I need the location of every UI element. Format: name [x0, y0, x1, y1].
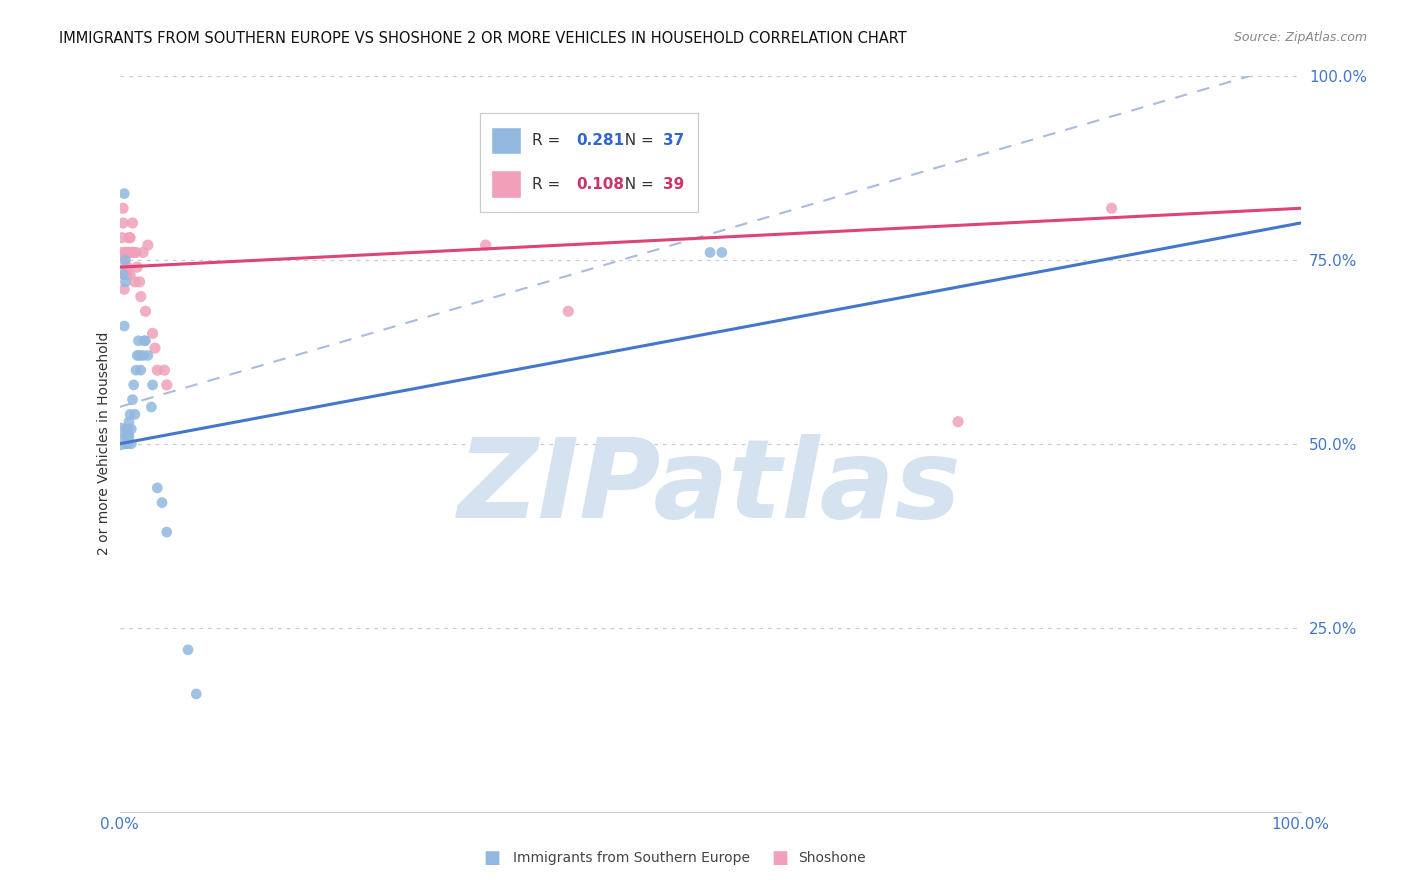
Point [124, 407, 146, 421]
Text: ■: ■ [772, 849, 789, 867]
Point [1101, 202, 1123, 216]
Point [112, 202, 135, 216]
Point [122, 245, 145, 260]
Point [110, 245, 132, 260]
Point [153, 363, 176, 377]
Point [125, 245, 148, 260]
Point [132, 245, 155, 260]
Point [112, 186, 135, 201]
Point [112, 268, 135, 282]
Point [122, 378, 145, 392]
Point [121, 216, 143, 230]
Point [474, 238, 496, 252]
Point [699, 245, 721, 260]
Point [128, 275, 150, 289]
Point [108, 429, 131, 443]
Point [129, 363, 152, 377]
Point [121, 392, 143, 407]
Point [112, 282, 135, 296]
Point [124, 275, 146, 289]
Point [117, 260, 139, 275]
Point [111, 230, 134, 244]
Point [127, 348, 149, 362]
Point [117, 422, 139, 436]
Point [112, 268, 135, 282]
Point [114, 260, 136, 275]
Point [146, 481, 169, 495]
Point [142, 326, 165, 341]
Point [156, 524, 179, 539]
Point [127, 334, 149, 348]
Point [114, 275, 136, 289]
Point [125, 363, 148, 377]
Point [141, 400, 163, 414]
Point [120, 230, 142, 244]
Point [120, 245, 142, 260]
Point [134, 334, 156, 348]
Point [115, 436, 138, 450]
Point [115, 268, 138, 282]
Point [143, 341, 166, 355]
Point [120, 407, 142, 421]
Point [115, 245, 138, 260]
Point [114, 245, 136, 260]
Point [118, 415, 141, 429]
Point [134, 334, 156, 348]
Point [142, 378, 165, 392]
Point [115, 429, 138, 443]
Point [120, 268, 142, 282]
Point [112, 216, 135, 230]
Point [146, 363, 169, 377]
Point [710, 245, 733, 260]
Point [136, 348, 159, 362]
Point [114, 252, 136, 267]
Point [114, 245, 136, 260]
Point [115, 422, 138, 436]
Point [112, 252, 135, 267]
Point [118, 429, 141, 443]
Point [120, 422, 142, 436]
Text: ■: ■ [484, 849, 501, 867]
Point [118, 245, 141, 260]
Point [129, 289, 152, 303]
Point [127, 260, 149, 275]
Point [177, 642, 200, 657]
Point [134, 304, 156, 318]
Point [112, 318, 135, 333]
Text: ZIPatlas: ZIPatlas [458, 434, 962, 541]
Text: Immigrants from Southern Europe: Immigrants from Southern Europe [513, 851, 751, 865]
Text: Shoshone: Shoshone [799, 851, 866, 865]
Point [118, 230, 141, 244]
Point [117, 436, 139, 450]
Text: Source: ZipAtlas.com: Source: ZipAtlas.com [1233, 31, 1367, 45]
Point [186, 687, 208, 701]
Point [557, 304, 579, 318]
Y-axis label: 2 or more Vehicles in Household: 2 or more Vehicles in Household [97, 332, 111, 556]
Point [136, 238, 159, 252]
Point [120, 436, 142, 450]
Point [946, 415, 969, 429]
Point [120, 245, 142, 260]
Text: IMMIGRANTS FROM SOUTHERN EUROPE VS SHOSHONE 2 OR MORE VEHICLES IN HOUSEHOLD CORR: IMMIGRANTS FROM SOUTHERN EUROPE VS SHOSH… [59, 31, 907, 46]
Point [156, 378, 179, 392]
Point [128, 348, 150, 362]
Point [150, 496, 173, 510]
Point [117, 245, 139, 260]
Point [132, 348, 155, 362]
